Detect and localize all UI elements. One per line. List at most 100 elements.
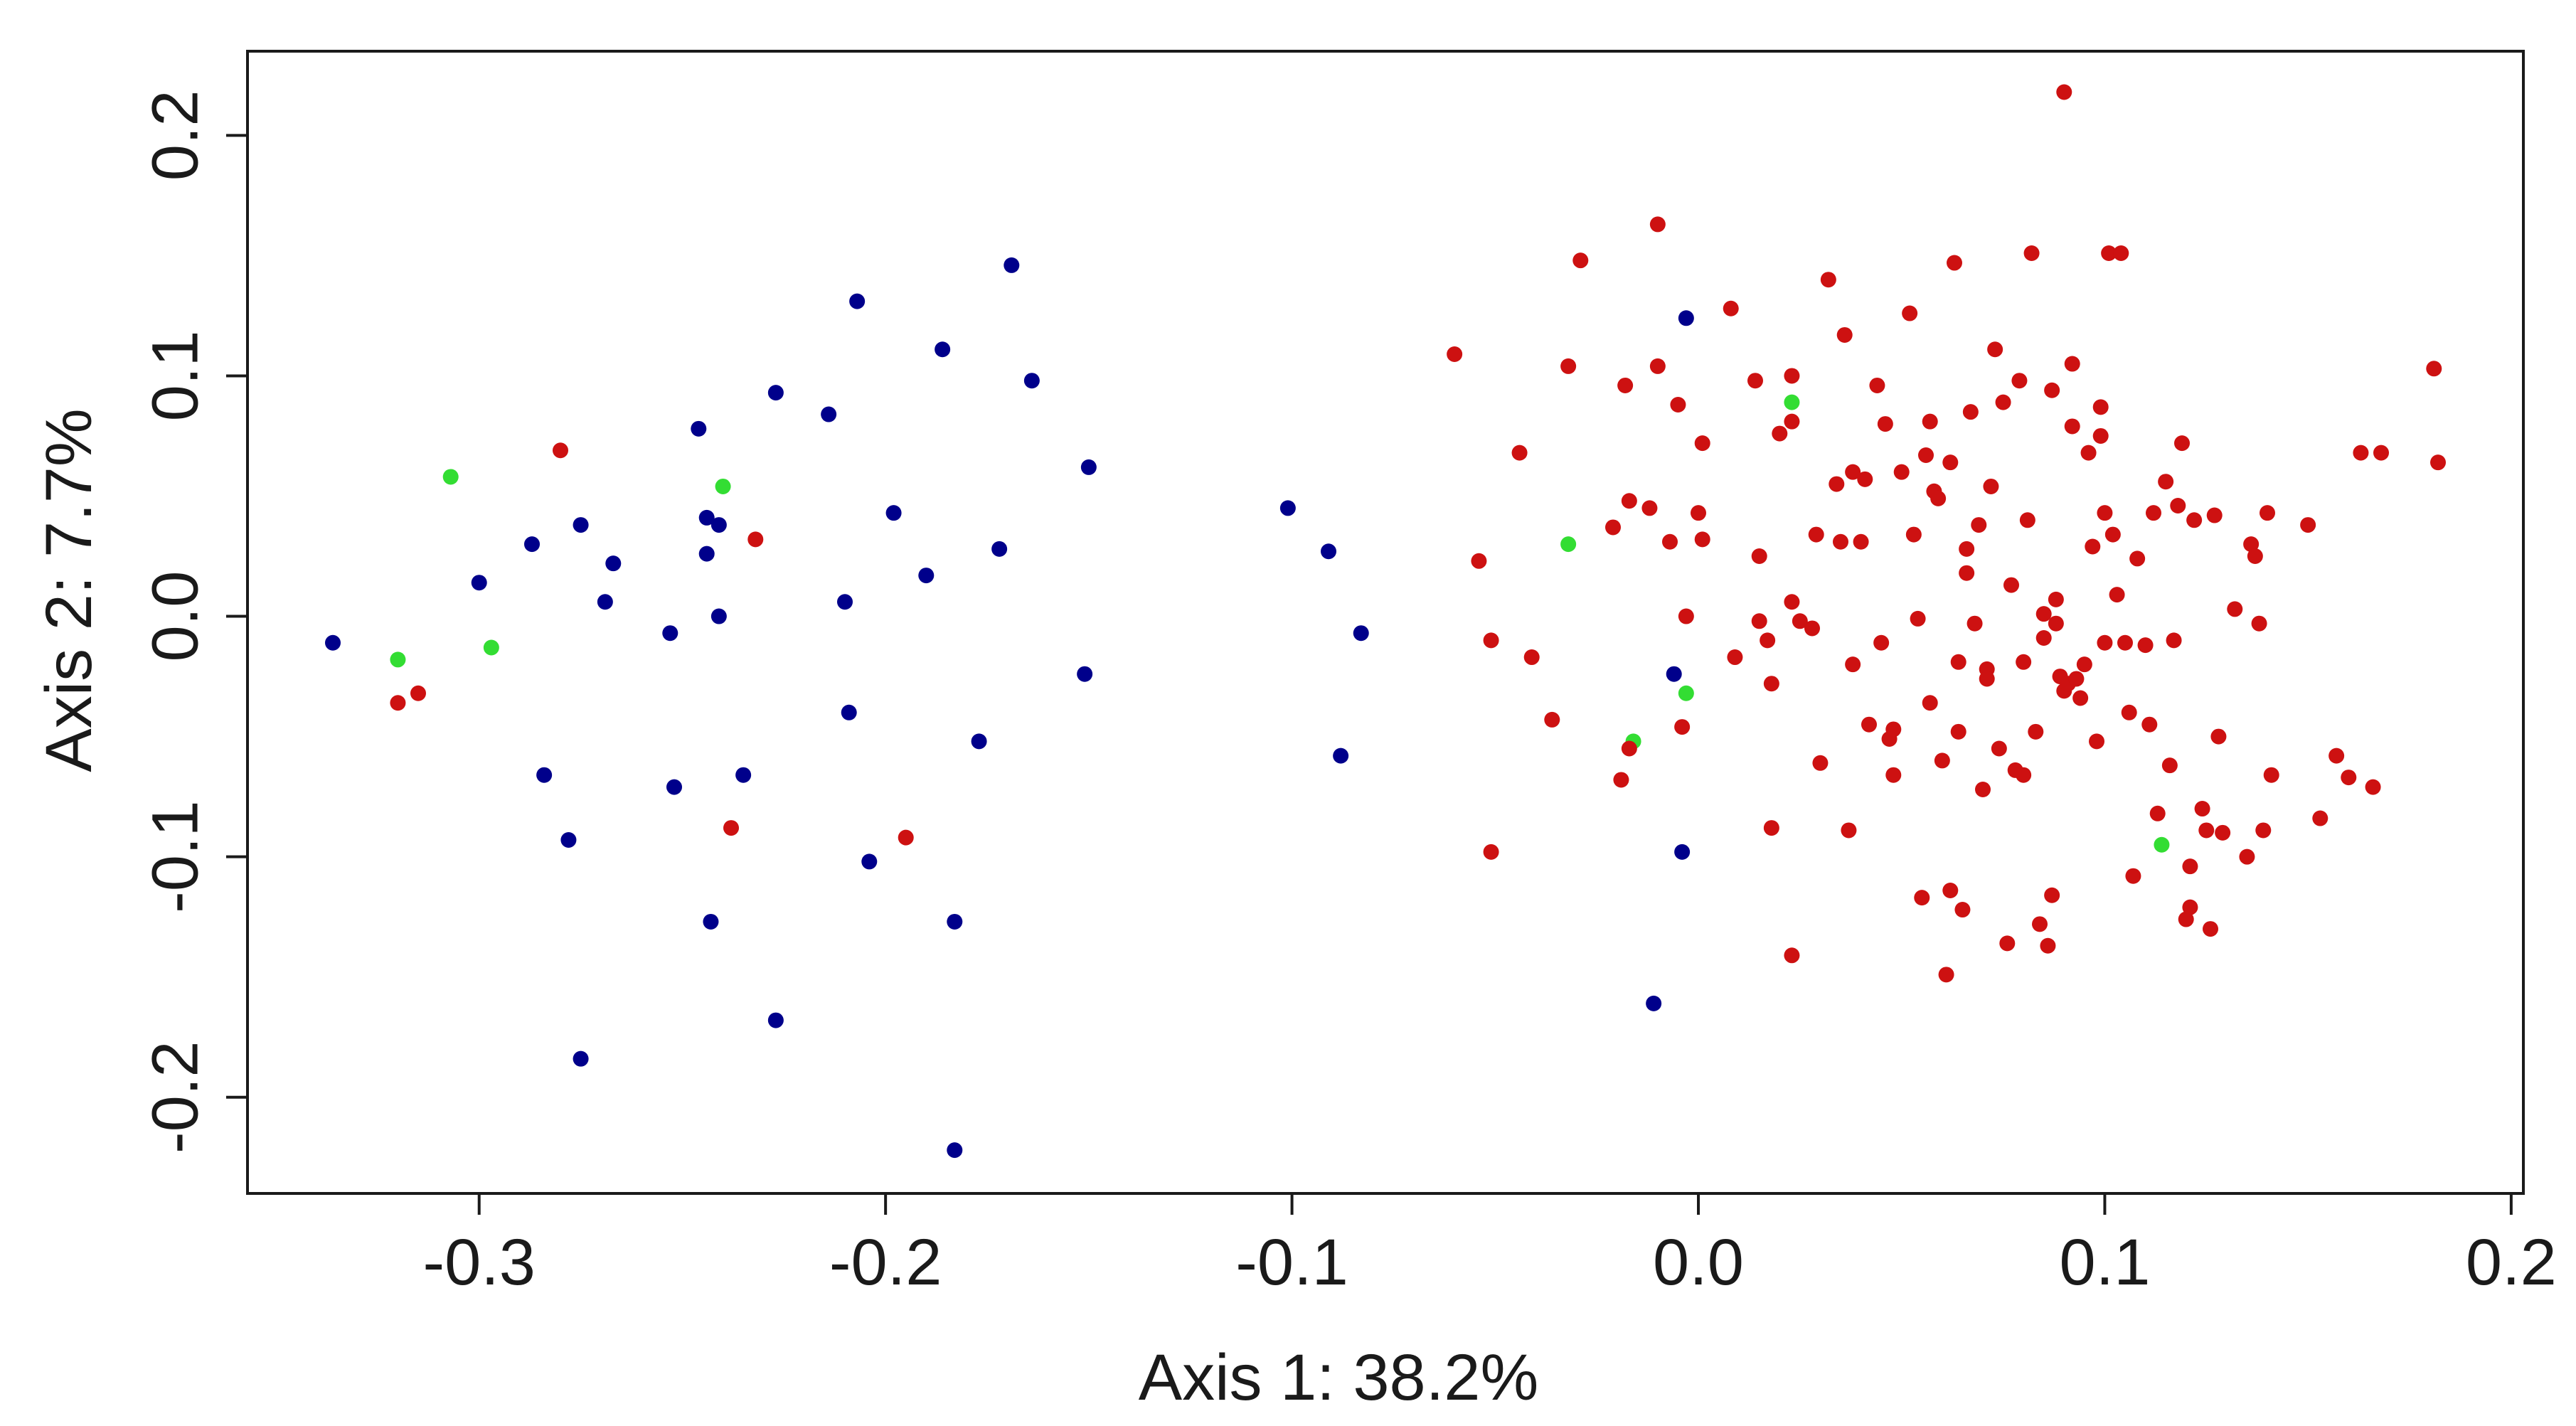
data-point: [1808, 526, 1824, 543]
data-point: [1910, 610, 1926, 627]
data-point: [1784, 947, 1800, 964]
data-point: [2206, 507, 2223, 523]
data-point: [935, 341, 951, 358]
y-tick-label: 0.2: [139, 90, 211, 181]
data-point: [2263, 767, 2279, 783]
data-point: [1605, 519, 1621, 536]
data-point: [2104, 526, 2121, 543]
data-point: [1922, 695, 1938, 711]
data-point: [767, 385, 784, 401]
data-point: [2032, 916, 2048, 932]
data-point: [1674, 844, 1691, 860]
data-point: [2129, 550, 2146, 567]
data-point: [410, 685, 426, 701]
data-point: [1621, 493, 1637, 509]
data-point: [1914, 890, 1930, 906]
data-point: [2085, 538, 2101, 555]
data-point: [1893, 464, 1910, 480]
data-point: [821, 406, 837, 422]
data-point: [1930, 490, 1947, 506]
data-point: [1523, 649, 1540, 666]
y-tick-label: -0.1: [139, 800, 211, 913]
data-point: [1662, 533, 1678, 550]
data-point: [2072, 690, 2089, 706]
data-point: [1560, 358, 1577, 374]
data-point: [1950, 723, 1966, 740]
data-point: [2040, 937, 2056, 954]
data-point: [1845, 464, 1861, 480]
data-point: [1649, 216, 1666, 233]
data-point: [885, 505, 902, 521]
data-point: [1646, 995, 1662, 1011]
data-point: [1966, 615, 1983, 632]
data-point: [1836, 326, 1853, 343]
data-point: [947, 913, 963, 930]
data-point: [2064, 418, 2080, 435]
data-point: [1905, 526, 1922, 543]
data-point: [1971, 517, 1987, 533]
data-point: [2341, 770, 2357, 786]
data-point: [390, 695, 406, 711]
data-point: [1885, 767, 1902, 783]
data-point: [1877, 416, 1893, 432]
data-point: [1950, 654, 1966, 670]
data-point: [483, 639, 499, 656]
data-point: [1723, 300, 1739, 316]
data-point: [1885, 721, 1902, 738]
data-point: [1995, 394, 2011, 410]
data-point: [735, 767, 752, 783]
y-axis: -0.2 -0.1 0.0 0.1 0.2: [139, 90, 248, 1154]
data-point: [1784, 368, 1800, 384]
data-point: [1841, 822, 1857, 839]
data-point: [918, 568, 935, 584]
data-point: [2251, 615, 2267, 632]
data-point: [1763, 676, 1779, 692]
data-point: [2141, 716, 2158, 733]
data-point: [698, 509, 715, 526]
data-point: [1991, 740, 2007, 757]
x-tick-label: 0.0: [1653, 1226, 1744, 1299]
data-point: [1678, 310, 1694, 326]
data-point: [1678, 685, 1694, 701]
x-axis: -0.3 -0.2 -0.1 0.0 0.1 0.2: [422, 1193, 2557, 1299]
data-point: [2170, 498, 2186, 514]
data-point: [1784, 394, 1800, 410]
data-point: [2178, 911, 2194, 927]
data-point: [597, 594, 613, 610]
data-point: [1333, 747, 1349, 764]
data-point: [2023, 245, 2040, 262]
data-point: [536, 767, 553, 783]
data-point: [1641, 500, 1658, 516]
y-tick-label: 0.1: [139, 330, 211, 421]
data-point: [2149, 805, 2166, 821]
data-point: [2092, 399, 2109, 415]
data-point: [1447, 346, 1463, 363]
data-point: [2056, 84, 2072, 100]
data-point: [1987, 341, 2003, 358]
data-point: [1959, 565, 1975, 581]
x-tick-label: 0.1: [2059, 1226, 2150, 1299]
data-point: [2035, 629, 2052, 646]
data-point: [2247, 548, 2263, 565]
data-point: [2161, 757, 2178, 774]
data-point: [2097, 634, 2113, 651]
data-point: [1772, 425, 1788, 442]
data-point: [1544, 711, 1560, 728]
data-point: [1279, 500, 1296, 516]
data-point: [2373, 445, 2389, 461]
data-point: [1483, 844, 1499, 860]
data-point: [837, 594, 853, 610]
data-point: [1763, 820, 1779, 836]
data-point: [2365, 779, 2381, 795]
data-point: [1947, 255, 1962, 271]
data-point: [1942, 454, 1959, 471]
data-point: [2300, 517, 2316, 533]
data-point: [1922, 413, 1938, 430]
data-point: [1077, 666, 1093, 682]
data-point: [2076, 656, 2092, 673]
data-point: [1471, 553, 1487, 569]
data-point: [1979, 671, 1995, 687]
y-axis-title: Axis 2: 7.7%: [33, 408, 105, 772]
data-point: [2003, 577, 2019, 593]
